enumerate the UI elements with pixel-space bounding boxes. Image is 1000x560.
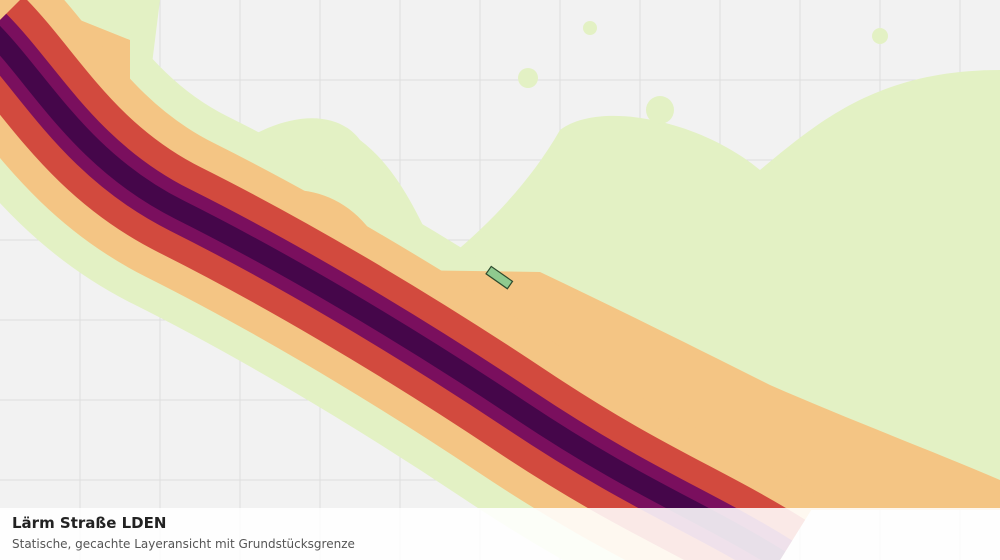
caption: Lärm Straße LDEN Statische, gecachte Lay… (0, 508, 1000, 560)
parcel-boundary[interactable] (485, 265, 514, 290)
layer-title: Lärm Straße LDEN (12, 514, 167, 532)
layer-subtitle: Statische, gecachte Layeransicht mit Gru… (12, 537, 355, 551)
noise-orange (400, 270, 1000, 510)
noise-darkpurple-band (0, 25, 786, 560)
